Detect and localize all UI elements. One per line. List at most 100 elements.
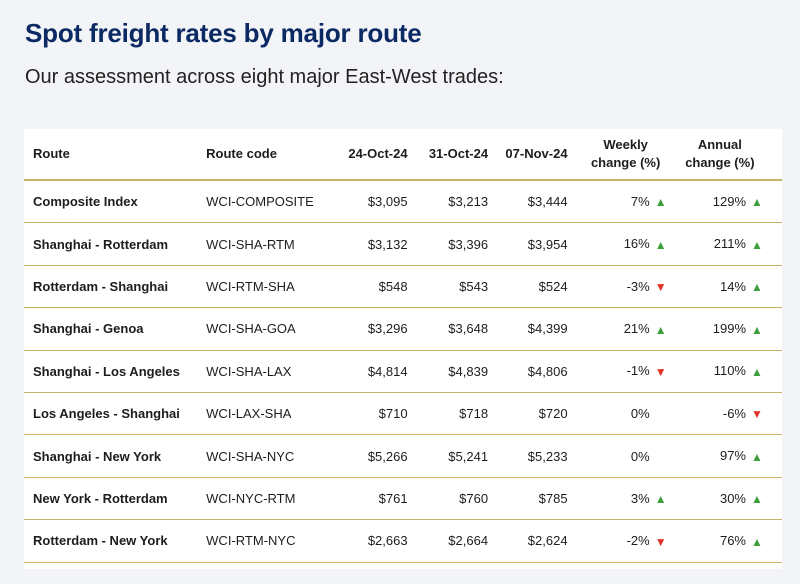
cell-rate-date-1: $761 bbox=[338, 477, 420, 521]
table-row: Los Angeles - Shanghai WCI-LAX-SHA $710 $71… bbox=[24, 392, 782, 436]
cell-rate-date-3: $785 bbox=[500, 477, 580, 521]
annual-change-value: 30% bbox=[719, 490, 746, 506]
triangle-up-icon: ▲ bbox=[751, 280, 763, 295]
weekly-change-value: 7% bbox=[630, 193, 650, 209]
header-date-2: 31-Oct-24 bbox=[419, 129, 501, 181]
cell-weekly-change: -1% ▼ bbox=[579, 350, 672, 393]
cell-route-code: WCI-LAX-SHA bbox=[199, 392, 339, 436]
cell-rate-date-2: $4,839 bbox=[419, 350, 501, 393]
weekly-change-value: 0% bbox=[630, 448, 650, 464]
weekly-change-value: 21% bbox=[623, 321, 650, 337]
weekly-change-value: -1% bbox=[626, 363, 650, 379]
table-row: Shanghai - New York WCI-SHA-NYC $5,266 $5,2… bbox=[24, 434, 782, 478]
triangle-down-icon: ▼ bbox=[654, 365, 667, 380]
cell-rate-date-2: $3,648 bbox=[419, 307, 501, 351]
triangle-up-icon: ▲ bbox=[654, 237, 667, 252]
cell-route-code: WCI-NYC-RTM bbox=[199, 477, 339, 521]
cell-rate-date-3: $4,399 bbox=[500, 307, 580, 351]
freight-rates-table: Route Route code 24-Oct-24 31-Oct-24 07-… bbox=[24, 129, 782, 563]
cell-rate-date-1: $3,132 bbox=[338, 222, 420, 266]
cell-annual-change: 211% ▲ bbox=[671, 222, 782, 266]
cell-route-code: WCI-SHA-RTM bbox=[199, 222, 339, 266]
header-date-3: 07-Nov-24 bbox=[500, 129, 580, 181]
cell-rate-date-2: $3,213 bbox=[419, 180, 501, 224]
table-row: Shanghai - Rotterdam WCI-SHA-RTM $3,132 $3,… bbox=[24, 222, 782, 266]
cell-route: Shanghai - New York bbox=[24, 434, 200, 478]
triangle-up-icon: ▲ bbox=[751, 365, 763, 380]
header-route: Route bbox=[24, 129, 200, 181]
annual-change-value: 110% bbox=[713, 363, 746, 379]
cell-annual-change: 97% ▲ bbox=[671, 434, 782, 478]
header-annual-change: Annual change (%) bbox=[671, 129, 782, 181]
header-date-1: 24-Oct-24 bbox=[338, 129, 420, 181]
cell-rate-date-2: $2,664 bbox=[419, 519, 501, 563]
triangle-down-icon: ▼ bbox=[751, 407, 763, 422]
cell-annual-change: 110% ▲ bbox=[671, 350, 782, 393]
triangle-up-icon: ▲ bbox=[751, 492, 763, 507]
annual-change-value: 199% bbox=[712, 321, 746, 337]
cell-rate-date-1: $4,814 bbox=[338, 350, 420, 393]
triangle-up-icon: ▲ bbox=[751, 195, 763, 210]
cell-route: Shanghai - Genoa bbox=[24, 307, 200, 351]
triangle-up-icon: ▲ bbox=[751, 534, 763, 549]
cell-route-code: WCI-RTM-SHA bbox=[199, 265, 339, 309]
cell-route: Shanghai - Rotterdam bbox=[24, 222, 200, 266]
cell-rate-date-2: $760 bbox=[419, 477, 501, 521]
cell-weekly-change: 0% bbox=[579, 392, 672, 436]
cell-rate-date-3: $2,624 bbox=[500, 519, 580, 563]
cell-rate-date-3: $3,444 bbox=[500, 180, 580, 224]
cell-annual-change: 129% ▲ bbox=[671, 180, 782, 224]
cell-rate-date-2: $3,396 bbox=[419, 222, 501, 266]
cell-rate-date-3: $524 bbox=[500, 265, 580, 309]
cell-weekly-change: 0% bbox=[579, 434, 672, 478]
page-subtitle: Our assessment across eight major East-W… bbox=[25, 66, 504, 88]
cell-rate-date-1: $2,663 bbox=[338, 519, 420, 563]
triangle-down-icon: ▼ bbox=[654, 280, 667, 295]
cell-weekly-change: 3% ▲ bbox=[579, 477, 672, 521]
weekly-change-value: 3% bbox=[630, 490, 650, 506]
cell-route: Shanghai - Los Angeles bbox=[24, 350, 200, 393]
triangle-down-icon: ▼ bbox=[654, 534, 667, 549]
page-title: Spot freight rates by major route bbox=[25, 18, 422, 48]
cell-route-code: WCI-SHA-LAX bbox=[199, 350, 339, 393]
cell-rate-date-3: $4,806 bbox=[500, 350, 580, 393]
table-row: Composite Index WCI-COMPOSITE $3,095 $3,213… bbox=[24, 180, 782, 224]
cell-rate-date-1: $548 bbox=[338, 265, 420, 309]
annual-change-value: -6% bbox=[722, 405, 746, 421]
header-weekly-change: Weekly change (%) bbox=[579, 129, 672, 181]
cell-route-code: WCI-SHA-NYC bbox=[199, 434, 339, 478]
table-header-row: Route Route code 24-Oct-24 31-Oct-24 07-… bbox=[24, 129, 782, 181]
cell-weekly-change: -2% ▼ bbox=[579, 519, 672, 563]
table-row: New York - Rotterdam WCI-NYC-RTM $761 $760 $… bbox=[24, 477, 782, 521]
weekly-change-value: -2% bbox=[626, 533, 650, 549]
cell-rate-date-1: $710 bbox=[338, 392, 420, 436]
cell-annual-change: 14% ▲ bbox=[671, 265, 782, 309]
triangle-up-icon: ▲ bbox=[654, 195, 667, 210]
weekly-change-value: 16% bbox=[623, 236, 650, 252]
cell-rate-date-3: $5,233 bbox=[500, 434, 580, 478]
cell-route-code: WCI-RTM-NYC bbox=[199, 519, 339, 563]
cell-route: New York - Rotterdam bbox=[24, 477, 200, 521]
cell-weekly-change: 21% ▲ bbox=[579, 307, 672, 351]
cell-route: Los Angeles - Shanghai bbox=[24, 392, 200, 436]
annual-change-value: 211% bbox=[713, 236, 746, 252]
cell-rate-date-1: $3,095 bbox=[338, 180, 420, 224]
table-row: Rotterdam - Shanghai WCI-RTM-SHA $548 $543 $… bbox=[24, 265, 782, 309]
cell-rate-date-2: $718 bbox=[419, 392, 501, 436]
header-route-code: Route code bbox=[199, 129, 339, 181]
annual-change-value: 129% bbox=[712, 193, 746, 209]
triangle-up-icon: ▲ bbox=[751, 237, 763, 252]
triangle-up-icon: ▲ bbox=[654, 322, 667, 337]
annual-change-value: 97% bbox=[719, 448, 746, 464]
triangle-up-icon: ▲ bbox=[751, 449, 763, 464]
table-row: Shanghai - Genoa WCI-SHA-GOA $3,296 $3,648 $… bbox=[24, 307, 782, 351]
freight-rates-card: Route Route code 24-Oct-24 31-Oct-24 07-… bbox=[24, 129, 782, 569]
cell-annual-change: 76% ▲ bbox=[671, 519, 782, 563]
cell-rate-date-3: $3,954 bbox=[500, 222, 580, 266]
cell-route-code: WCI-COMPOSITE bbox=[199, 180, 339, 224]
cell-weekly-change: 7% ▲ bbox=[579, 180, 672, 224]
cell-weekly-change: 16% ▲ bbox=[579, 222, 672, 266]
cell-route: Composite Index bbox=[24, 180, 200, 224]
cell-route: Rotterdam - New York bbox=[24, 519, 200, 563]
cell-route-code: WCI-SHA-GOA bbox=[199, 307, 339, 351]
